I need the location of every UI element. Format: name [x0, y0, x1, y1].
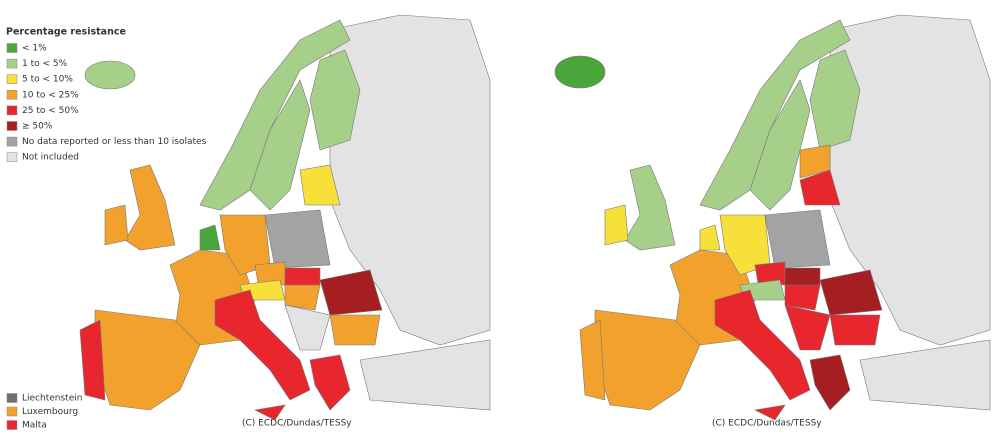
small-country-label: Luxembourg — [22, 407, 78, 417]
legend-label: ≥ 50% — [22, 122, 53, 132]
small-country-swatch — [6, 420, 18, 430]
map-right — [554, 14, 991, 421]
legend-swatch — [6, 58, 18, 69]
legend-label: 5 to < 10% — [22, 75, 73, 85]
small-country-label: Liechtenstein — [22, 394, 82, 404]
legend-swatch — [6, 74, 18, 84]
legend-title: Percentage resistance — [6, 27, 126, 38]
legend-label: 10 to < 25% — [22, 90, 79, 100]
small-country-swatch — [6, 406, 18, 417]
legend-label: 25 to < 50% — [22, 106, 79, 116]
map-left — [79, 14, 491, 421]
map-credit: (C) ECDC/Dundas/TESSy — [242, 419, 352, 429]
small-country-label: Malta — [22, 421, 47, 431]
legend-swatch — [6, 136, 18, 147]
legend-label: < 1% — [22, 44, 47, 54]
legend-label: Not included — [22, 153, 79, 163]
map-credit: (C) ECDC/Dundas/TESSy — [712, 419, 822, 429]
legend-swatch — [6, 105, 18, 116]
legend-swatch — [6, 43, 18, 53]
legend-swatch — [6, 121, 18, 131]
legend-label: 1 to < 5% — [22, 59, 68, 69]
small-country-swatch — [6, 393, 18, 403]
legend-swatch — [6, 152, 18, 162]
legend-label: No data reported or less than 10 isolate… — [22, 137, 207, 147]
legend-swatch — [6, 90, 18, 100]
